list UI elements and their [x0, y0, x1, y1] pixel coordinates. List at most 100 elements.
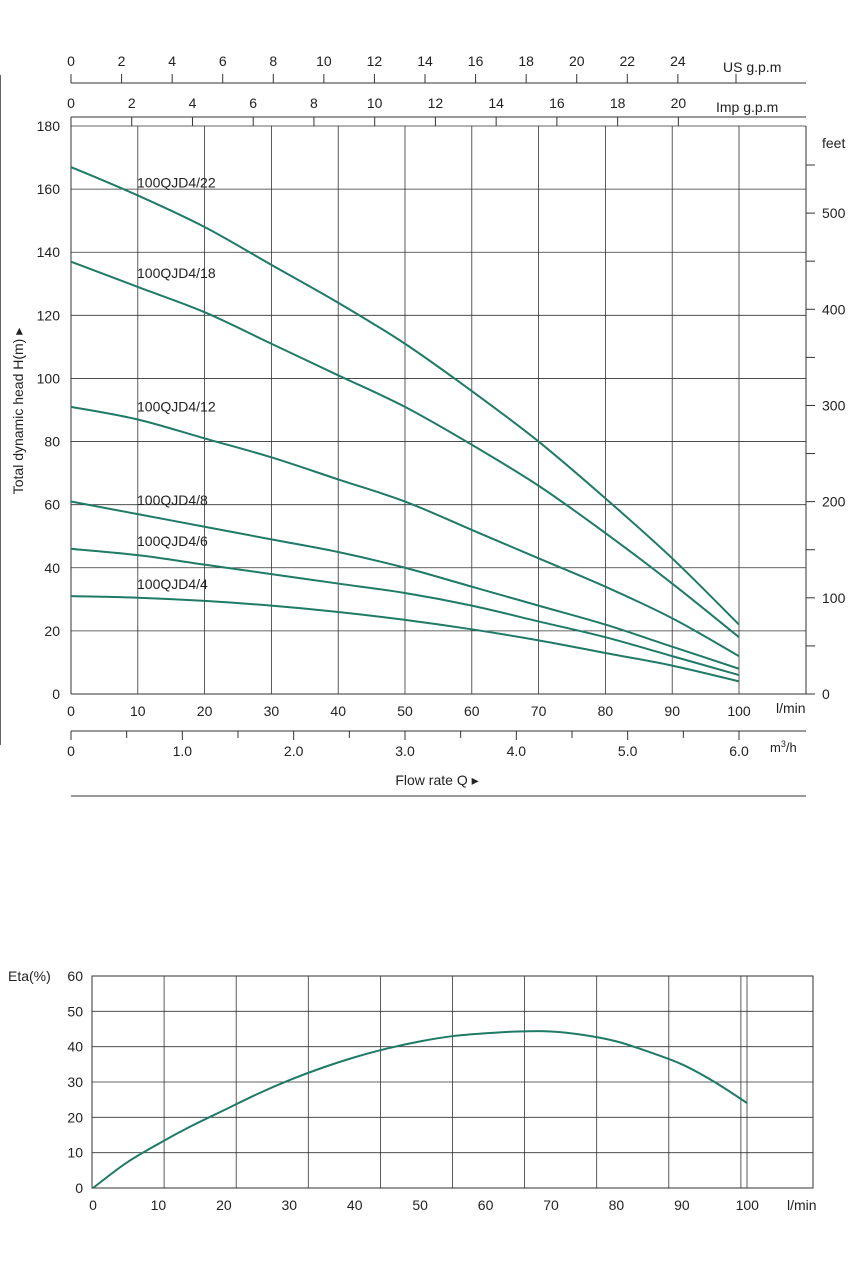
us-gpm-tick-label: 2 — [118, 53, 126, 69]
feet-tick-label: 300 — [822, 397, 846, 413]
pump-curve-line — [70, 547, 740, 677]
eta-x-tick-label: 20 — [216, 1197, 232, 1213]
us-gpm-tick-label: 4 — [168, 53, 176, 69]
feet-tick-label: 200 — [822, 494, 846, 510]
m3h-tick-label: 1.0 — [173, 743, 193, 759]
imp-gpm-tick-label: 14 — [488, 95, 504, 111]
m3h-unit-label: m3/h — [770, 739, 797, 755]
pump-curve-line — [70, 595, 740, 683]
eta-y-tick-label: 50 — [67, 1003, 83, 1019]
x-tick-label: 30 — [264, 703, 280, 719]
eta-y-tick-label: 10 — [67, 1145, 83, 1161]
eta-x-tick-label: 50 — [412, 1197, 428, 1213]
imp-gpm-tick-label: 10 — [367, 95, 383, 111]
eta-x-tick-label: 0 — [89, 1197, 97, 1213]
pump-curve-line — [70, 500, 740, 670]
x-unit-label: l/min — [776, 700, 806, 716]
eta-y-tick-label: 20 — [67, 1109, 83, 1125]
y-tick-label: 20 — [44, 623, 60, 639]
us-gpm-tick-label: 22 — [620, 53, 636, 69]
x-tick-label: 20 — [197, 703, 213, 719]
y-tick-label: 60 — [44, 497, 60, 513]
x-tick-label: 70 — [531, 703, 547, 719]
m3h-tick-label: 0 — [67, 743, 75, 759]
imp-gpm-tick-label: 0 — [67, 95, 75, 111]
eta-x-tick-label: 100 — [736, 1197, 760, 1213]
eta-x-unit-label: l/min — [787, 1197, 817, 1213]
us-gpm-axis-label: US g.p.m — [723, 59, 781, 75]
imp-gpm-tick-label: 18 — [610, 95, 626, 111]
x-axis-label: Flow rate Q ▸ — [395, 772, 478, 788]
feet-tick-label: 400 — [822, 301, 846, 317]
pump-curve-label: 100QJD4/6 — [137, 533, 208, 549]
efficiency-chart: 0 10 20 30 40 50 60 Eta(%) 0 10 20 30 40 50 60 70 80 90 10… — [8, 968, 817, 1213]
us-gpm-tick-label: 14 — [417, 53, 433, 69]
pump-curve-line — [70, 405, 740, 657]
pump-curve-label: 100QJD4/4 — [137, 576, 208, 592]
efficiency-curve-line — [92, 1030, 748, 1189]
x-tick-label: 100 — [727, 703, 751, 719]
us-gpm-tick-label: 6 — [219, 53, 227, 69]
us-gpm-tick-label: 12 — [367, 53, 383, 69]
eta-x-tick-label: 60 — [478, 1197, 494, 1213]
feet-axis-label: feet — [822, 135, 845, 151]
pump-curve-line — [70, 166, 740, 626]
eta-x-tick-label: 30 — [282, 1197, 298, 1213]
y-tick-label: 0 — [52, 686, 60, 702]
y-axis-label: Total dynamic head H(m) ▸ — [10, 328, 26, 495]
imp-gpm-tick-label: 20 — [671, 95, 687, 111]
us-gpm-tick-label: 24 — [670, 53, 686, 69]
x-tick-label: 0 — [67, 703, 75, 719]
feet-tick-label: 500 — [822, 205, 846, 221]
y-tick-label: 40 — [44, 560, 60, 576]
us-gpm-tick-label: 0 — [67, 53, 75, 69]
y-tick-label: 140 — [37, 244, 61, 260]
x-tick-label: 40 — [330, 703, 346, 719]
eta-y-axis-label: Eta(%) — [8, 968, 51, 984]
x-tick-label: 60 — [464, 703, 480, 719]
pump-curve-label: 100QJD4/22 — [137, 174, 216, 190]
eta-y-tick-label: 0 — [75, 1180, 83, 1196]
x-tick-label: 50 — [397, 703, 413, 719]
x-tick-label: 90 — [664, 703, 680, 719]
x-tick-label: 10 — [130, 703, 146, 719]
imp-gpm-tick-label: 4 — [189, 95, 197, 111]
m3h-tick-label: 6.0 — [729, 743, 749, 759]
m3h-tick-label: 5.0 — [618, 743, 638, 759]
y-tick-label: 80 — [44, 434, 60, 450]
y-tick-label: 100 — [37, 370, 61, 386]
eta-x-tick-label: 90 — [674, 1197, 690, 1213]
imp-gpm-tick-label: 6 — [249, 95, 257, 111]
m3h-tick-label: 3.0 — [395, 743, 415, 759]
eta-y-tick-label: 40 — [67, 1039, 83, 1055]
us-gpm-tick-label: 20 — [569, 53, 585, 69]
us-gpm-tick-label: 10 — [316, 53, 332, 69]
eta-y-tick-label: 60 — [67, 968, 83, 984]
imp-gpm-axis-label: Imp g.p.m — [716, 99, 778, 115]
eta-x-tick-label: 70 — [543, 1197, 559, 1213]
pump-curve-label: 100QJD4/8 — [137, 492, 208, 508]
us-gpm-tick-label: 18 — [518, 53, 534, 69]
imp-gpm-tick-label: 16 — [549, 95, 565, 111]
x-tick-label: 80 — [598, 703, 614, 719]
eta-x-tick-label: 80 — [609, 1197, 625, 1213]
y-tick-label: 160 — [37, 181, 61, 197]
feet-tick-label: 0 — [822, 686, 830, 702]
m3h-tick-label: 4.0 — [507, 743, 527, 759]
eta-x-tick-label: 40 — [347, 1197, 363, 1213]
pump-curve-line — [70, 260, 740, 638]
pump-curve-label: 100QJD4/18 — [137, 265, 216, 281]
imp-gpm-tick-label: 2 — [128, 95, 136, 111]
imp-gpm-tick-label: 8 — [310, 95, 318, 111]
imp-gpm-tick-label: 12 — [428, 95, 444, 111]
pump-curve-label: 100QJD4/12 — [137, 398, 216, 414]
eta-x-tick-label: 10 — [151, 1197, 167, 1213]
feet-tick-label: 100 — [822, 590, 846, 606]
eta-y-tick-label: 30 — [67, 1074, 83, 1090]
y-tick-label: 180 — [37, 118, 61, 134]
y-tick-label: 120 — [37, 307, 61, 323]
m3h-tick-label: 2.0 — [284, 743, 304, 759]
us-gpm-tick-label: 8 — [269, 53, 277, 69]
